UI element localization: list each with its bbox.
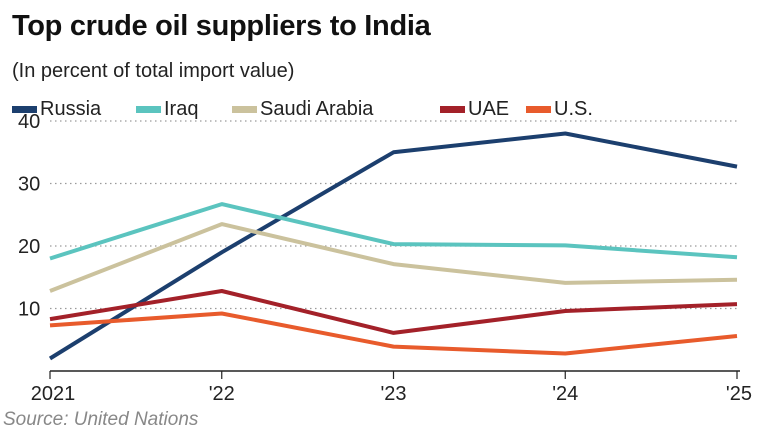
source-note: Source: United Nations bbox=[3, 409, 199, 430]
x-tick-label: '23 bbox=[380, 383, 406, 405]
series-line-u-s bbox=[49, 311, 738, 356]
x-tick-label: '24 bbox=[552, 383, 578, 405]
series-line-saudi-arabia bbox=[49, 222, 738, 293]
legend-swatch-uae bbox=[440, 105, 465, 113]
series-line-russia bbox=[48, 131, 738, 361]
legend-item-us: U.S. bbox=[526, 96, 593, 122]
chart-title: Top crude oil suppliers to India bbox=[12, 10, 431, 42]
legend-label-iraq: Iraq bbox=[164, 97, 199, 120]
legend-label-us: U.S. bbox=[554, 97, 593, 120]
chart-subtitle: (In percent of total import value) bbox=[12, 60, 295, 82]
legend-label-uae: UAE bbox=[468, 97, 510, 120]
legend: Russia Iraq Saudi Arabia UAE U.S. bbox=[12, 96, 752, 122]
y-tick-label: 20 bbox=[18, 236, 40, 258]
legend-label-saudi-arabia: Saudi Arabia bbox=[260, 97, 374, 120]
x-tick-label: 2021 bbox=[31, 383, 76, 405]
legend-label-russia: Russia bbox=[40, 97, 102, 120]
series-line-uae bbox=[49, 289, 738, 335]
legend-item-russia: Russia bbox=[12, 96, 101, 122]
y-tick-label: 40 bbox=[18, 111, 40, 133]
series-line-iraq bbox=[49, 202, 738, 261]
y-tick-label: 30 bbox=[18, 174, 40, 196]
legend-item-saudi-arabia: Saudi Arabia bbox=[232, 96, 373, 122]
x-tick-label: '22 bbox=[209, 383, 235, 405]
legend-swatch-us bbox=[526, 105, 551, 113]
x-tick-label: '25 bbox=[726, 383, 752, 405]
y-tick-label: 10 bbox=[18, 299, 40, 321]
legend-item-uae: UAE bbox=[440, 96, 509, 122]
legend-item-iraq: Iraq bbox=[136, 96, 198, 122]
legend-swatch-iraq bbox=[136, 105, 161, 113]
legend-swatch-russia bbox=[12, 105, 37, 113]
legend-swatch-saudi-arabia bbox=[232, 105, 257, 113]
